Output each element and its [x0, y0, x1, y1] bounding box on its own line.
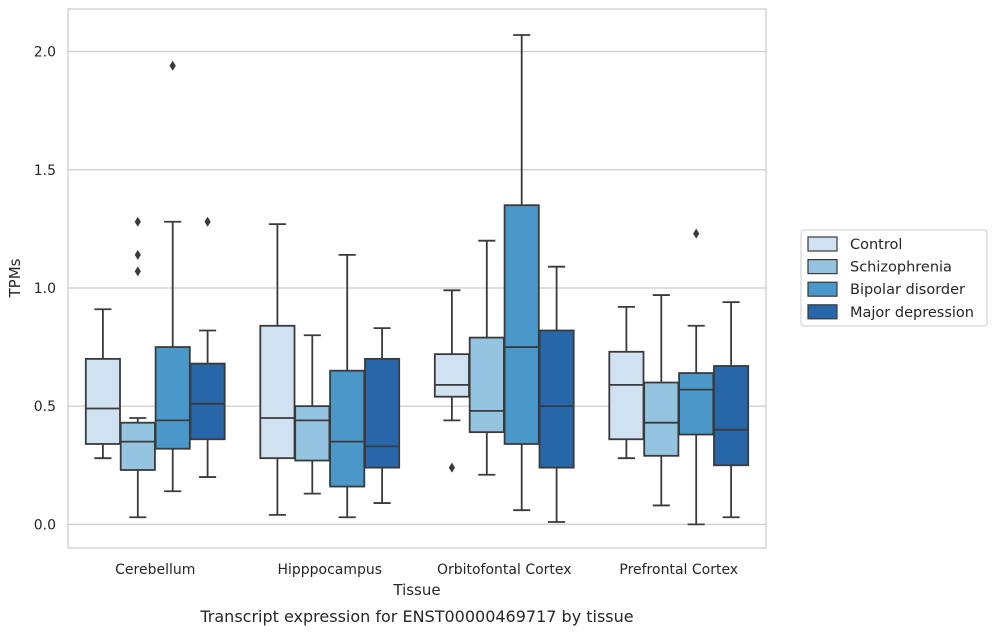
box-body — [643, 381, 680, 457]
outlier-point — [693, 228, 700, 239]
chart-caption: Transcript expression for ENST0000046971… — [199, 607, 633, 626]
box-body — [364, 357, 401, 469]
legend-frame — [800, 229, 988, 327]
y-axis-label: TPMs — [6, 258, 24, 298]
box-body — [468, 336, 505, 434]
y-tick-label: 1.5 — [34, 163, 56, 179]
y-tick-labels: 0.0 0.5 1.0 1.5 2.0 — [34, 45, 56, 534]
legend-label: Schizophrenia — [850, 260, 952, 276]
box-0-1 — [119, 216, 156, 519]
box-body — [119, 421, 156, 471]
box-body — [294, 405, 331, 462]
box-2-2 — [503, 34, 540, 512]
y-tick-label: 1.0 — [34, 281, 56, 297]
y-tick-label: 0.0 — [34, 517, 56, 533]
box-3-1 — [643, 294, 680, 507]
legend-swatch — [807, 281, 838, 297]
outlier-point — [169, 60, 176, 71]
box-body — [154, 346, 191, 450]
outlier-point — [134, 249, 141, 260]
box-body — [538, 329, 575, 469]
plot-frame — [67, 8, 767, 549]
box-1-1 — [294, 334, 331, 495]
legend-label: Major depression — [850, 305, 974, 321]
box-2-0 — [433, 289, 470, 473]
box-1-3 — [364, 327, 401, 504]
y-tick-label: 2.0 — [34, 45, 56, 61]
box-0-0 — [84, 308, 121, 460]
box-0-3 — [189, 216, 226, 478]
x-tick-labels: Cerebellum Hipppocampus Orbitofontal Corte… — [115, 562, 738, 578]
plot-area — [68, 9, 766, 548]
x-tick-label: Cerebellum — [115, 562, 195, 578]
outlier-point — [204, 216, 211, 227]
box-body — [678, 372, 715, 436]
x-axis-label: Tissue — [392, 581, 440, 599]
box-body — [433, 353, 470, 398]
legend-swatch — [807, 259, 838, 275]
x-tick-label: Prefrontal Cortex — [619, 562, 738, 578]
box-3-3 — [713, 301, 750, 519]
box-1-0 — [259, 223, 296, 516]
outlier-point — [134, 216, 141, 227]
legend-swatch — [807, 304, 838, 320]
box-body — [84, 357, 121, 445]
box-body — [713, 365, 750, 467]
boxes-layer — [84, 34, 750, 526]
legend-swatch — [807, 236, 838, 252]
box-3-0 — [608, 305, 645, 460]
x-tick-label: Orbitofontal Cortex — [437, 562, 572, 578]
box-body — [329, 369, 366, 488]
outlier-point — [448, 462, 455, 473]
legend-label: Control — [850, 237, 902, 253]
y-tick-label: 0.5 — [34, 399, 56, 415]
box-1-2 — [329, 253, 366, 519]
box-body — [608, 350, 645, 441]
box-body — [189, 362, 226, 441]
x-tick-label: Hipppocampus — [277, 562, 382, 578]
outlier-point — [134, 266, 141, 277]
box-body — [503, 204, 540, 445]
box-body — [259, 324, 296, 460]
legend: Control Schizophrenia Bipolar disorder Majo… — [800, 229, 988, 327]
legend-label: Bipolar disorder — [850, 282, 965, 298]
box-3-2 — [678, 228, 715, 526]
box-2-3 — [538, 265, 575, 523]
